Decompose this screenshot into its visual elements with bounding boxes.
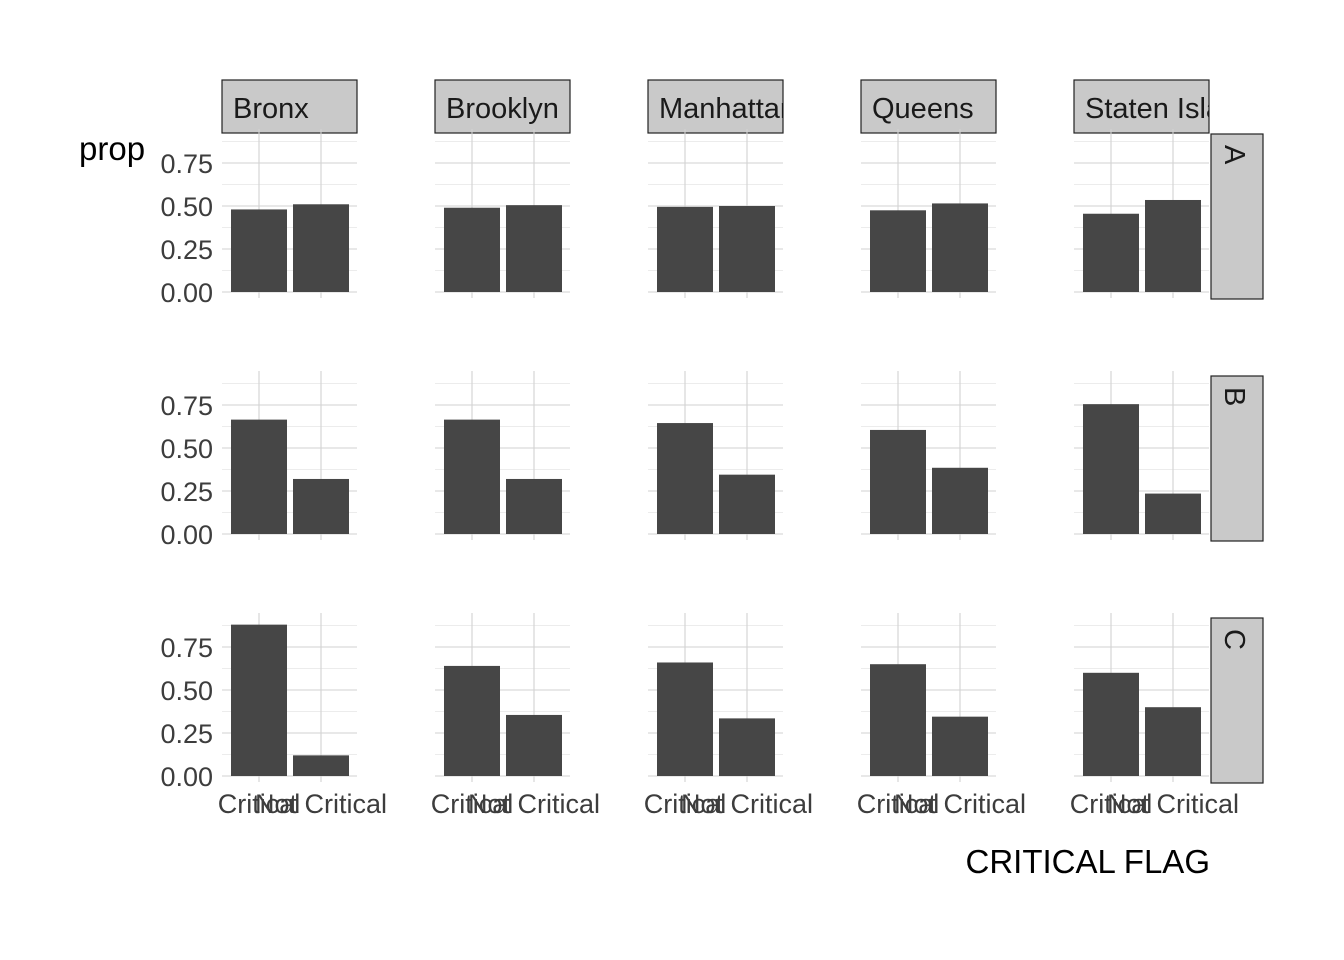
bar-not-critical [1145,707,1201,776]
facet-strip-brooklyn: Brooklyn [434,79,571,134]
x-tick-label-critical: Critical [431,789,514,819]
bar-not-critical [932,203,988,292]
bar-critical [444,665,500,776]
panel-b-queens [861,371,996,540]
panel-c-queens [861,613,996,782]
x-tick-label-not-critical: Not Critical [255,789,387,819]
facet-strip-box [221,79,358,134]
facet-row-strip-c: C [1210,617,1264,784]
bar-critical [1083,672,1139,776]
y-tick-label: 0.25 [160,719,213,749]
bar-critical [444,419,500,534]
bar-not-critical [719,718,775,776]
bar-critical [870,429,926,534]
y-tick-label: 0.50 [160,676,213,706]
facet-strip-label: Manhattan [659,93,796,125]
x-tick-label-not-critical: Not Critical [468,789,600,819]
bar-not-critical [719,206,775,292]
bar-critical [444,207,500,292]
y-tick-label: 0.75 [160,633,213,663]
panel-a-manhattan [648,129,783,298]
panel-a-bronx [222,129,357,298]
bar-not-critical [932,467,988,534]
panel-b-manhattan [648,371,783,540]
y-tick-label: 0.00 [160,762,213,792]
bar-not-critical [932,716,988,776]
y-tick-label: 0.00 [160,278,213,308]
facet-row-strip-label: C [1218,629,1250,650]
panel-c-brooklyn [435,613,570,782]
facet-strip-label: Bronx [233,93,309,125]
bar-not-critical [719,474,775,534]
bar-not-critical [506,478,562,534]
y-tick-label: 0.25 [160,235,213,265]
bar-not-critical [506,205,562,292]
facet-row-strip-label: A [1218,145,1250,165]
panel-b-bronx [222,371,357,540]
bar-critical [1083,213,1139,292]
y-tick-label: 0.75 [160,149,213,179]
facet-strip-box [434,79,571,134]
x-tick-label-critical: Critical [644,789,727,819]
bar-not-critical [293,755,349,776]
panel-c-bronx [222,613,357,782]
bar-critical [231,419,287,534]
bar-critical [870,210,926,292]
y-tick-label: 0.50 [160,192,213,222]
facet-strip-label: Brooklyn [446,93,559,125]
panel-c-manhattan [648,613,783,782]
facet-strip-queens: Queens [860,79,997,134]
panel-b-staten-island [1074,371,1209,540]
facet-strip-box [1073,79,1210,134]
bar-critical [657,423,713,534]
facet-row-strip-box [1210,617,1264,784]
bar-critical [231,209,287,292]
panel-c-staten-island [1074,613,1209,782]
bar-critical [1083,404,1139,534]
facet-row-strip-label: B [1218,387,1250,406]
bar-critical [657,206,713,292]
panel-a-staten-island [1074,129,1209,298]
facet-strip-staten-island: Staten Island [1073,79,1254,134]
y-tick-label: 0.50 [160,434,213,464]
facet-strip-box [647,79,784,134]
facet-strip-label: Staten Island [1085,93,1254,125]
x-tick-label-critical: Critical [1070,789,1153,819]
bar-not-critical [293,204,349,292]
bar-critical [657,662,713,776]
y-axis-title: prop [79,130,145,167]
facet-strip-label: Queens [872,93,974,125]
x-axis-title: CRITICAL FLAG [966,843,1211,880]
y-tick-label: 0.25 [160,477,213,507]
facet-row-strip-box [1210,375,1264,542]
panel-a-queens [861,129,996,298]
bar-critical [870,664,926,776]
bar-not-critical [1145,199,1201,292]
x-tick-label-critical: Critical [857,789,940,819]
x-tick-label-not-critical: Not Critical [894,789,1026,819]
facet-strip-manhattan: Manhattan [647,79,796,134]
panels: Bronx Brooklyn Manhattan Queens Staten Islan… [160,79,1264,819]
y-tick-label: 0.00 [160,520,213,550]
facet-strip-box [860,79,997,134]
facet-strip-bronx: Bronx [221,79,358,134]
bar-critical [231,624,287,776]
facet-row-strip-box [1210,133,1264,300]
panel-b-brooklyn [435,371,570,540]
x-tick-label-not-critical: Not Critical [681,789,813,819]
panel-a-brooklyn [435,129,570,298]
facet-row-strip-a: A [1210,133,1264,300]
bar-not-critical [293,478,349,534]
bar-not-critical [506,714,562,776]
x-tick-label-not-critical: Not Critical [1107,789,1239,819]
facet-row-strip-b: B [1210,375,1264,542]
x-tick-label-critical: Critical [218,789,301,819]
bar-not-critical [1145,493,1201,534]
y-tick-label: 0.75 [160,391,213,421]
